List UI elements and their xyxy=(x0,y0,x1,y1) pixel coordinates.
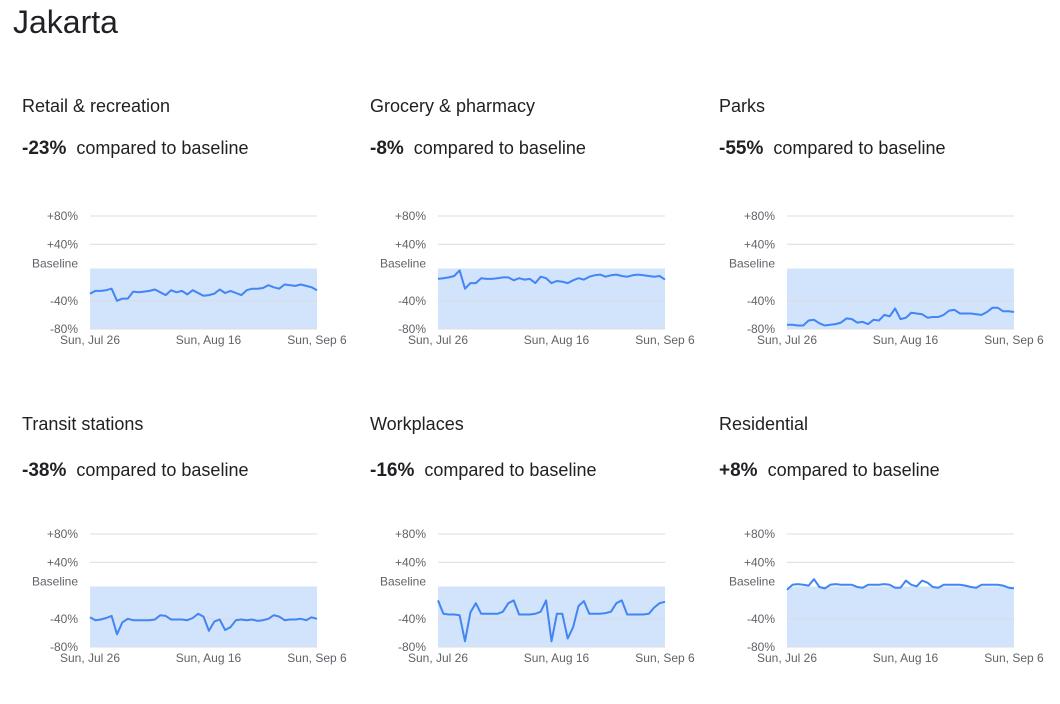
chart-panel-workplaces: Workplaces -16% compared to baseline +80%… xyxy=(370,414,710,704)
y-tick-label: -40% xyxy=(398,612,426,626)
x-tick-label: Sun, Jul 26 xyxy=(408,333,468,347)
headline-stat: -38% compared to baseline xyxy=(22,460,248,482)
x-tick-label: Sun, Sep 6 xyxy=(287,651,347,665)
y-tick-label: -40% xyxy=(747,294,775,308)
headline-suffix: compared to baseline xyxy=(767,460,940,480)
y-tick-label: +40% xyxy=(744,555,775,569)
chart-title: Parks xyxy=(719,96,766,116)
headline-stat: -55% compared to baseline xyxy=(719,138,945,160)
line-chart: +80% +40% Baseline -40% -80%Sun, Jul 26 Sun, … xyxy=(729,527,1044,665)
y-tick-label: Baseline xyxy=(729,575,775,589)
series-line xyxy=(787,306,1015,327)
headline-suffix: compared to baseline xyxy=(424,460,597,480)
y-tick-label: -80% xyxy=(747,322,775,336)
y-tick-label: -40% xyxy=(50,612,78,626)
x-tick-label: Sun, Sep 6 xyxy=(635,651,695,665)
line-chart: +80% +40% Baseline -40% -80%Sun, Jul 26 Sun, … xyxy=(32,527,347,665)
headline-value: -23% xyxy=(22,138,67,159)
y-tick-label: +80% xyxy=(744,209,775,223)
line-chart: +80% +40% Baseline -40% -80%Sun, Jul 26 Sun, … xyxy=(32,209,347,347)
headline-stat: -16% compared to baseline xyxy=(370,460,596,482)
y-tick-label: -80% xyxy=(50,322,78,336)
y-tick-label: -80% xyxy=(50,640,78,654)
line-chart: +80% +40% Baseline -40% -80%Sun, Jul 26 Sun, … xyxy=(729,209,1044,347)
page-title: Jakarta xyxy=(13,4,118,40)
y-tick-label: +40% xyxy=(395,237,426,251)
y-tick-label: -40% xyxy=(50,294,78,308)
line-chart: +80% +40% Baseline -40% -80%Sun, Jul 26 Sun, … xyxy=(380,209,695,347)
y-tick-label: -80% xyxy=(398,322,426,336)
headline-suffix: compared to baseline xyxy=(76,138,249,158)
series-line xyxy=(786,578,1015,591)
headline-stat: -8% compared to baseline xyxy=(370,138,586,160)
chart-title: Transit stations xyxy=(22,414,144,434)
chart-panel-grocery: Grocery & pharmacy -8% compared to baseli… xyxy=(370,96,710,386)
x-tick-label: Sun, Aug 16 xyxy=(524,651,590,665)
headline-stat: +8% compared to baseline xyxy=(719,460,940,482)
x-tick-label: Sun, Aug 16 xyxy=(176,651,242,665)
x-tick-label: Sun, Jul 26 xyxy=(757,651,817,665)
y-tick-label: +80% xyxy=(744,527,775,541)
x-tick-label: Sun, Jul 26 xyxy=(60,651,120,665)
y-tick-label: Baseline xyxy=(729,257,775,271)
x-tick-label: Sun, Sep 6 xyxy=(984,651,1044,665)
chart-title: Grocery & pharmacy xyxy=(370,96,536,116)
y-tick-label: +80% xyxy=(47,527,78,541)
y-tick-label: +40% xyxy=(47,237,78,251)
x-tick-label: Sun, Aug 16 xyxy=(176,333,242,347)
x-tick-label: Sun, Aug 16 xyxy=(873,333,939,347)
headline-value: -55% xyxy=(719,138,764,159)
headline-value: -8% xyxy=(370,138,404,159)
chart-title: Retail & recreation xyxy=(22,96,171,116)
series-line xyxy=(89,612,318,636)
baseline-band xyxy=(787,586,1014,647)
y-tick-label: -40% xyxy=(398,294,426,308)
y-tick-label: Baseline xyxy=(380,575,426,589)
series-line xyxy=(89,283,318,302)
x-tick-label: Sun, Jul 26 xyxy=(408,651,468,665)
headline-value: +8% xyxy=(719,460,758,481)
y-tick-label: +80% xyxy=(395,209,426,223)
x-tick-label: Sun, Sep 6 xyxy=(984,333,1044,347)
y-tick-label: -40% xyxy=(747,612,775,626)
series-line xyxy=(437,269,666,290)
headline-suffix: compared to baseline xyxy=(76,460,249,480)
chart-title: Workplaces xyxy=(370,414,464,434)
y-tick-label: +80% xyxy=(395,527,426,541)
y-tick-label: +40% xyxy=(395,555,426,569)
y-tick-label: +40% xyxy=(47,555,78,569)
y-tick-label: Baseline xyxy=(380,257,426,271)
x-tick-label: Sun, Jul 26 xyxy=(60,333,120,347)
y-tick-label: +80% xyxy=(47,209,78,223)
headline-suffix: compared to baseline xyxy=(413,138,586,158)
x-tick-label: Sun, Jul 26 xyxy=(757,333,817,347)
chart-panel-residential: Residential +8% compared to baseline +80%… xyxy=(719,414,1059,704)
headline-stat: -23% compared to baseline xyxy=(22,138,248,160)
x-tick-label: Sun, Sep 6 xyxy=(635,333,695,347)
chart-panel-retail: Retail & recreation -23% compared to base… xyxy=(22,96,362,386)
x-tick-label: Sun, Aug 16 xyxy=(873,651,939,665)
y-tick-label: Baseline xyxy=(32,257,78,271)
x-tick-label: Sun, Sep 6 xyxy=(287,333,347,347)
series-line xyxy=(437,599,666,643)
y-tick-label: -80% xyxy=(398,640,426,654)
chart-panel-parks: Parks -55% compared to baseline +80% +40% B… xyxy=(719,96,1059,386)
headline-suffix: compared to baseline xyxy=(773,138,946,158)
x-tick-label: Sun, Aug 16 xyxy=(524,333,590,347)
line-chart: +80% +40% Baseline -40% -80%Sun, Jul 26 Sun, … xyxy=(380,527,695,665)
y-tick-label: -80% xyxy=(747,640,775,654)
headline-value: -38% xyxy=(22,460,67,481)
chart-title: Residential xyxy=(719,414,809,434)
chart-panel-transit: Transit stations -38% compared to baselin… xyxy=(22,414,362,704)
y-tick-label: +40% xyxy=(744,237,775,251)
y-tick-label: Baseline xyxy=(32,575,78,589)
headline-value: -16% xyxy=(370,460,415,481)
baseline-band xyxy=(438,268,665,329)
